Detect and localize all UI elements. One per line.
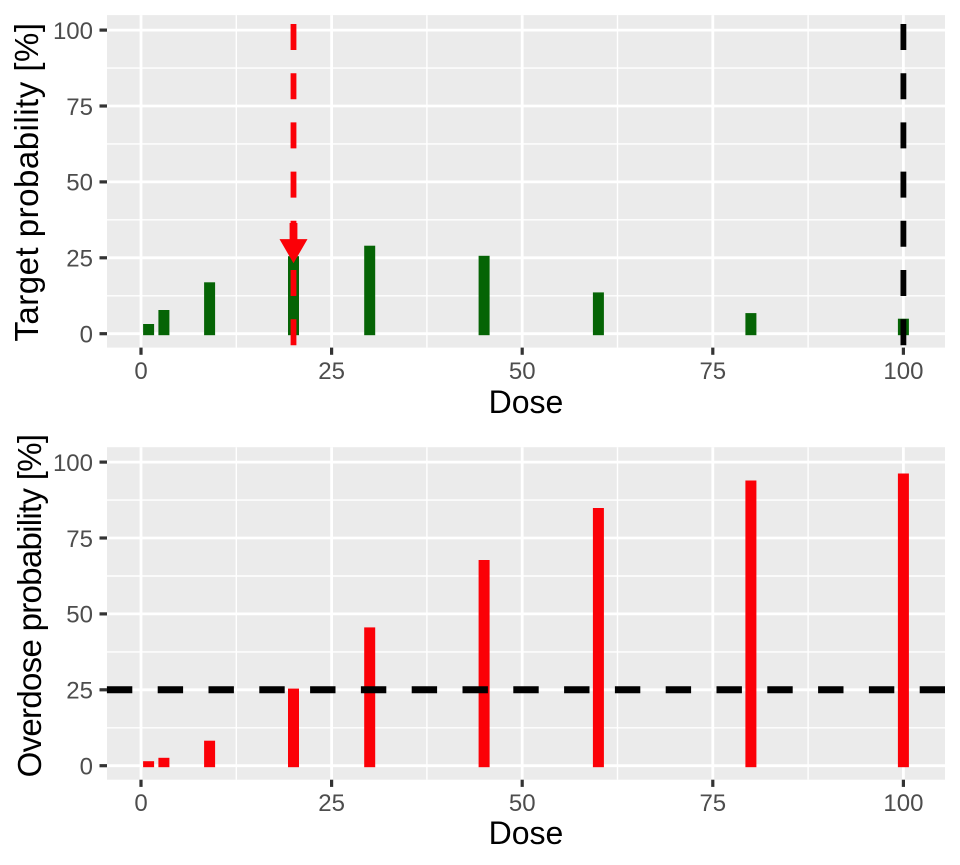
svg-text:75: 75 (699, 790, 726, 817)
svg-text:Overdose probability [%]: Overdose probability [%] (11, 435, 48, 778)
svg-text:50: 50 (66, 170, 93, 197)
svg-text:Dose: Dose (489, 815, 564, 851)
svg-text:50: 50 (509, 790, 536, 817)
svg-text:75: 75 (66, 94, 93, 121)
svg-text:25: 25 (66, 246, 93, 273)
svg-text:100: 100 (53, 450, 93, 477)
svg-text:50: 50 (66, 602, 93, 629)
svg-text:0: 0 (80, 754, 93, 781)
svg-text:0: 0 (80, 322, 93, 349)
svg-text:0: 0 (134, 358, 147, 385)
svg-text:100: 100 (883, 358, 923, 385)
svg-text:0: 0 (134, 790, 147, 817)
svg-text:25: 25 (66, 678, 93, 705)
svg-text:25: 25 (318, 790, 345, 817)
svg-text:75: 75 (66, 526, 93, 553)
svg-text:100: 100 (53, 18, 93, 45)
svg-text:50: 50 (509, 358, 536, 385)
svg-text:75: 75 (699, 358, 726, 385)
svg-text:Dose: Dose (489, 384, 564, 420)
svg-text:Target probability [%]: Target probability [%] (8, 22, 45, 341)
svg-text:25: 25 (318, 358, 345, 385)
svg-text:100: 100 (883, 790, 923, 817)
